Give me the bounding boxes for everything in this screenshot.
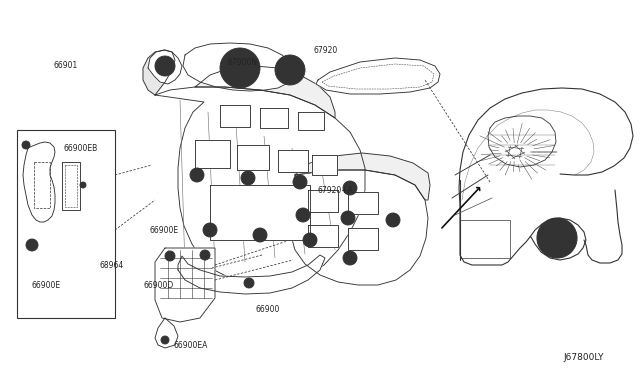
- Polygon shape: [210, 185, 310, 240]
- Circle shape: [161, 336, 169, 344]
- Polygon shape: [155, 248, 215, 322]
- Circle shape: [343, 251, 357, 265]
- Circle shape: [296, 208, 310, 222]
- Circle shape: [537, 218, 577, 258]
- Circle shape: [343, 181, 357, 195]
- Circle shape: [303, 233, 317, 247]
- Polygon shape: [155, 87, 365, 284]
- Polygon shape: [62, 162, 80, 210]
- Circle shape: [275, 55, 305, 85]
- Circle shape: [80, 182, 86, 188]
- Circle shape: [26, 239, 38, 251]
- Polygon shape: [178, 255, 325, 294]
- Polygon shape: [143, 50, 175, 95]
- Polygon shape: [260, 108, 288, 128]
- Text: 67900N: 67900N: [228, 58, 258, 67]
- Text: 68964: 68964: [99, 260, 124, 269]
- Circle shape: [24, 144, 28, 147]
- Circle shape: [200, 250, 210, 260]
- Text: 66900E: 66900E: [150, 225, 179, 234]
- Polygon shape: [183, 43, 294, 91]
- Circle shape: [220, 48, 260, 88]
- Polygon shape: [316, 58, 440, 94]
- Circle shape: [386, 213, 400, 227]
- Polygon shape: [195, 66, 335, 118]
- Circle shape: [244, 278, 254, 288]
- Text: 66900EB: 66900EB: [63, 144, 97, 153]
- Circle shape: [22, 141, 30, 149]
- Polygon shape: [237, 145, 269, 170]
- Circle shape: [163, 339, 166, 341]
- Text: 67920: 67920: [314, 45, 339, 55]
- Polygon shape: [155, 318, 178, 348]
- Polygon shape: [348, 228, 378, 250]
- Polygon shape: [195, 140, 230, 168]
- Circle shape: [168, 254, 172, 258]
- Circle shape: [203, 223, 217, 237]
- Polygon shape: [308, 190, 338, 212]
- Polygon shape: [295, 153, 430, 200]
- Polygon shape: [290, 170, 428, 285]
- Polygon shape: [278, 150, 308, 172]
- Polygon shape: [308, 225, 338, 247]
- Polygon shape: [148, 50, 182, 84]
- Polygon shape: [312, 155, 337, 175]
- Text: J67800LY: J67800LY: [563, 353, 604, 362]
- Circle shape: [341, 211, 355, 225]
- Polygon shape: [298, 112, 324, 130]
- Circle shape: [203, 253, 207, 257]
- Text: 66900EA: 66900EA: [173, 340, 207, 350]
- Text: 66900D: 66900D: [143, 280, 173, 289]
- Polygon shape: [220, 105, 250, 127]
- Circle shape: [253, 228, 267, 242]
- Polygon shape: [348, 192, 378, 214]
- Text: 67920+A: 67920+A: [318, 186, 354, 195]
- Circle shape: [293, 175, 307, 189]
- Circle shape: [155, 56, 175, 76]
- Polygon shape: [23, 142, 55, 222]
- Text: 66900: 66900: [255, 305, 280, 314]
- Text: 66900E: 66900E: [32, 280, 61, 289]
- Text: 66901: 66901: [54, 61, 78, 70]
- Polygon shape: [530, 218, 586, 260]
- Circle shape: [190, 168, 204, 182]
- Bar: [17, 130, 115, 318]
- Circle shape: [165, 251, 175, 261]
- Circle shape: [30, 243, 34, 247]
- Circle shape: [241, 171, 255, 185]
